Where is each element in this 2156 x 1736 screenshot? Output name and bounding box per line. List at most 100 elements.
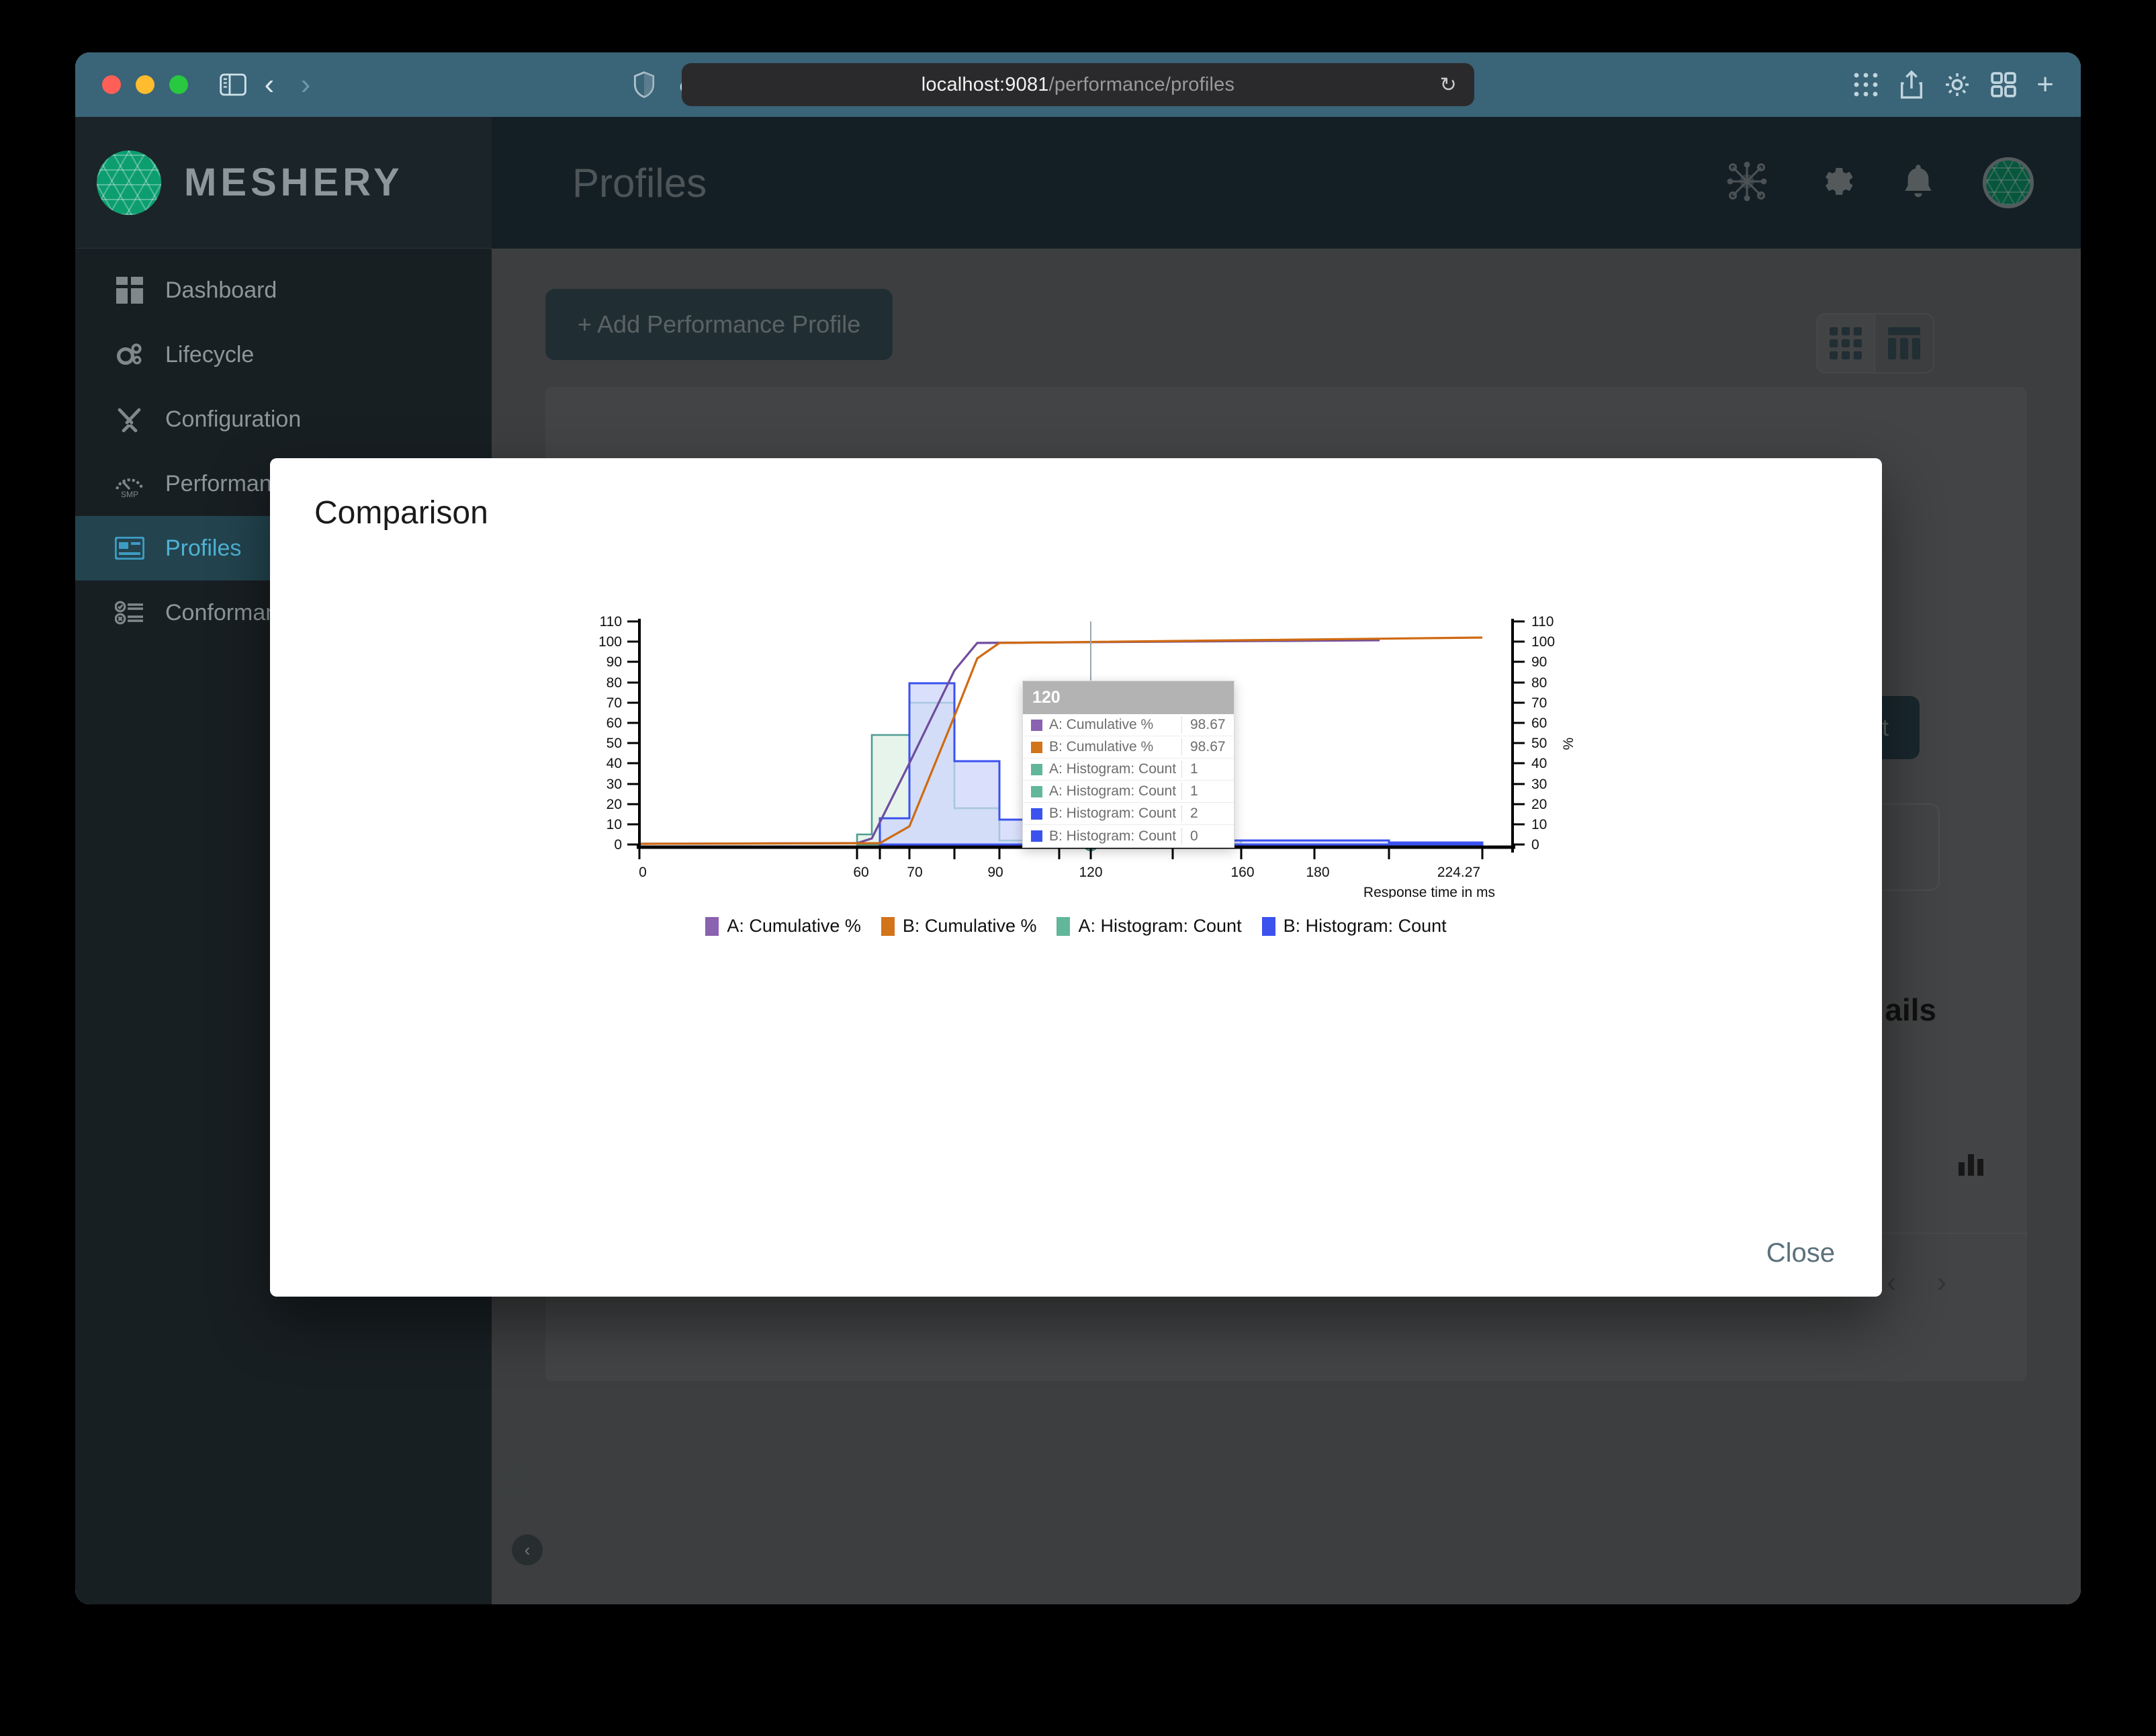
svg-text:SMP: SMP	[121, 490, 138, 497]
legend-label: B: Histogram: Count	[1283, 916, 1447, 936]
grid-view-icon[interactable]	[1817, 314, 1875, 372]
reload-icon[interactable]: ↻	[1439, 73, 1457, 96]
svg-text:30: 30	[607, 777, 622, 792]
legend-swatch	[705, 916, 719, 936]
app-grid-icon[interactable]	[1852, 71, 1879, 98]
plus-icon: +	[578, 310, 592, 338]
tooltip-row: B: Histogram: Count 2	[1023, 803, 1234, 825]
series-a-cumulative	[639, 639, 1380, 845]
svg-text:50: 50	[607, 736, 622, 751]
svg-text:40: 40	[607, 756, 622, 771]
tooltip-swatch	[1031, 830, 1042, 842]
table-view-icon[interactable]	[1875, 314, 1933, 372]
svg-text:20: 20	[1531, 797, 1547, 812]
tooltip-swatch	[1031, 719, 1042, 731]
svg-text:110: 110	[1531, 616, 1554, 630]
details-label: ails	[1885, 992, 1936, 1027]
comparison-chart: 110 100 90 80 70 60 50 40 30 20 10 0	[505, 616, 1647, 898]
next-page-button[interactable]: ›	[1936, 1266, 1946, 1299]
smp-gauge-icon: SMP	[114, 468, 145, 499]
svg-text:0: 0	[1531, 837, 1539, 853]
header-icons	[1726, 157, 2034, 208]
tooltip-label: A: Histogram: Count	[1049, 783, 1177, 799]
prev-page-button[interactable]: ‹	[1886, 1266, 1897, 1299]
brand[interactable]: MESHERY	[75, 117, 492, 249]
add-performance-profile-button[interactable]: + Add Performance Profile	[545, 289, 893, 360]
close-window-button[interactable]	[102, 75, 121, 94]
legend-label: A: Histogram: Count	[1078, 916, 1242, 936]
gears-icon	[114, 339, 145, 370]
svg-text:70: 70	[1531, 695, 1547, 711]
sidebar-item-lifecycle[interactable]: Lifecycle	[75, 322, 492, 387]
tools-icon	[114, 404, 145, 435]
svg-text:20: 20	[607, 797, 622, 812]
legend-item[interactable]: B: Cumulative %	[881, 916, 1037, 937]
chart-tooltip: 120 A: Cumulative % 98.67 B: Cumulative …	[1022, 681, 1234, 848]
svg-text:10: 10	[607, 817, 622, 832]
app-header: Profiles	[492, 117, 2081, 249]
x-axis: 0 60 70 90 120 160 180 224.27 Response t…	[637, 845, 1515, 898]
tooltip-value: 2	[1181, 806, 1234, 822]
sidebar-item-label: Dashboard	[165, 277, 277, 303]
bar-chart-icon[interactable]	[1959, 1150, 1987, 1182]
page-title: Profiles	[572, 160, 707, 206]
help-icon[interactable]: ?	[498, 1466, 529, 1497]
svg-text:70: 70	[907, 865, 922, 880]
tooltip-row: A: Histogram: Count 1	[1023, 781, 1234, 803]
legend-swatch	[1057, 916, 1071, 936]
svg-text:160: 160	[1230, 865, 1254, 880]
legend-item[interactable]: A: Cumulative %	[705, 916, 861, 937]
tooltip-header: 120	[1023, 681, 1234, 714]
sidebar-item-label: Profiles	[165, 535, 242, 561]
gear-icon[interactable]	[1944, 71, 1971, 98]
url-bar[interactable]: localhost:9081/performance/profiles ↻	[682, 63, 1474, 106]
minimize-window-button[interactable]	[136, 75, 154, 94]
modal-footer: Close	[1766, 1238, 1835, 1268]
gear-icon[interactable]	[1815, 162, 1854, 204]
avatar[interactable]	[1983, 157, 2034, 208]
browser-window: ‹ › localhost:9081/performance/profiles …	[75, 52, 2081, 1604]
y-axis-right: 110 100 90 80 70 60 50 40 30 20 10 0 %	[1511, 616, 1576, 853]
tooltip-swatch	[1031, 741, 1042, 753]
forward-button[interactable]: ›	[287, 67, 324, 103]
tooltip-swatch	[1031, 763, 1042, 775]
legend-item[interactable]: B: Histogram: Count	[1261, 916, 1447, 937]
tooltip-row: A: Cumulative % 98.67	[1023, 714, 1234, 736]
back-icon: ‹	[264, 68, 275, 101]
tab-overview-icon[interactable]	[1991, 72, 2017, 97]
legend-swatch	[881, 916, 895, 936]
svg-text:60: 60	[607, 715, 622, 731]
legend-swatch	[1261, 916, 1275, 936]
svg-text:40: 40	[1531, 756, 1547, 771]
tooltip-swatch	[1031, 785, 1042, 797]
maximize-window-button[interactable]	[169, 75, 188, 94]
legend-item[interactable]: A: Histogram: Count	[1057, 916, 1242, 937]
tooltip-label: B: Histogram: Count	[1049, 806, 1177, 821]
close-button[interactable]: Close	[1766, 1238, 1835, 1268]
tooltip-value: 1	[1181, 783, 1234, 799]
tooltip-label: B: Histogram: Count	[1049, 828, 1177, 844]
legend-label: A: Cumulative %	[727, 916, 861, 936]
browser-chrome: ‹ › localhost:9081/performance/profiles …	[75, 52, 2081, 117]
share-icon[interactable]	[1899, 71, 1924, 99]
tooltip-swatch	[1031, 808, 1042, 820]
sidebar-collapse-icon[interactable]: ‹	[512, 1534, 543, 1565]
svg-text:90: 90	[607, 654, 622, 670]
shield-icon[interactable]	[633, 71, 656, 98]
new-tab-icon[interactable]: +	[2036, 68, 2054, 101]
sidebar-item-label: Lifecycle	[165, 341, 255, 367]
svg-text:80: 80	[1531, 675, 1547, 691]
legend-label: B: Cumulative %	[902, 916, 1037, 936]
sidebar-item-dashboard[interactable]: Dashboard	[75, 258, 492, 322]
tooltip-label: A: Cumulative %	[1049, 717, 1154, 732]
sidebar-item-configuration[interactable]: Configuration	[75, 387, 492, 451]
back-button[interactable]: ‹	[251, 67, 287, 103]
svg-text:100: 100	[598, 634, 622, 650]
tooltip-row: B: Histogram: Count 0	[1023, 825, 1234, 847]
svg-text:80: 80	[607, 675, 622, 691]
bell-icon[interactable]	[1901, 163, 1936, 204]
view-mode-toggle	[1816, 313, 1934, 374]
sidebar-toggle-icon[interactable]	[215, 67, 251, 103]
mesh-network-icon[interactable]	[1726, 161, 1768, 206]
svg-text:180: 180	[1306, 865, 1329, 880]
